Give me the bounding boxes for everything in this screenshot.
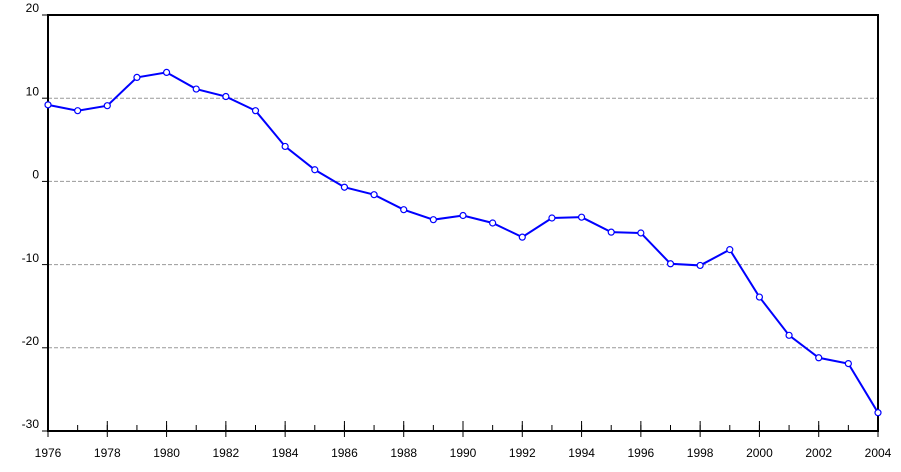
data-point	[637, 229, 645, 237]
data-point	[74, 107, 82, 115]
data-point	[785, 331, 793, 339]
x-tick-label: 1998	[687, 446, 714, 460]
data-point	[400, 206, 408, 214]
data-point	[370, 191, 378, 199]
data-point	[251, 107, 260, 115]
data-point	[815, 354, 823, 362]
data-point	[192, 85, 200, 93]
x-tick-label: 1978	[94, 446, 121, 460]
x-tick-label: 1976	[35, 446, 62, 460]
x-tick-label: 1994	[568, 446, 595, 460]
data-point	[726, 246, 734, 254]
data-point	[489, 219, 497, 227]
data-point	[133, 73, 141, 82]
x-tick-label: 2000	[746, 446, 773, 460]
x-tick-label: 1990	[450, 446, 477, 460]
y-tick-label: -30	[22, 417, 40, 431]
data-point	[844, 360, 852, 368]
x-tick-label: 2004	[865, 446, 892, 460]
data-point	[666, 260, 675, 268]
x-tick-label: 1988	[390, 446, 417, 460]
data-point	[340, 183, 349, 191]
y-tick-label: -10	[22, 251, 40, 265]
data-point	[459, 211, 467, 220]
data-point	[518, 233, 526, 241]
y-tick-label: 10	[26, 84, 40, 98]
data-point	[755, 293, 764, 301]
data-point	[874, 409, 882, 417]
y-tick-label: 20	[26, 1, 40, 15]
data-point	[311, 166, 319, 174]
data-point	[103, 102, 111, 110]
x-tick-label: 1996	[628, 446, 655, 460]
data-point	[577, 213, 586, 221]
data-point	[44, 101, 52, 109]
data-point	[222, 92, 230, 101]
data-point	[696, 261, 704, 270]
x-tick-label: 1984	[272, 446, 299, 460]
data-point	[429, 216, 437, 224]
x-tick-label: 2002	[805, 446, 832, 460]
data-point	[162, 68, 171, 77]
x-tick-label: 1986	[331, 446, 358, 460]
data-point	[548, 214, 556, 222]
x-tick-label: 1980	[153, 446, 180, 460]
y-tick-label: -20	[22, 334, 40, 348]
x-tick-label: 1982	[213, 446, 240, 460]
x-tick-label: 1992	[509, 446, 536, 460]
data-point	[607, 228, 615, 236]
data-point	[281, 142, 289, 151]
y-tick-label: 0	[32, 168, 39, 182]
